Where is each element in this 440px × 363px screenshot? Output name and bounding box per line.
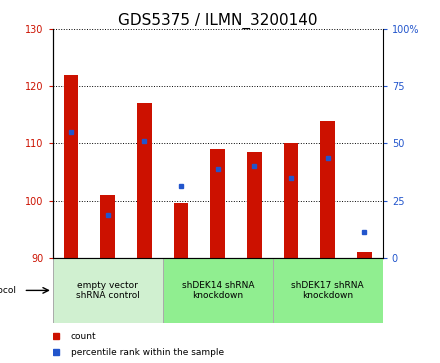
Bar — [320, 121, 335, 258]
Text: count: count — [71, 332, 96, 340]
Bar — [137, 103, 152, 258]
Bar — [174, 203, 188, 258]
Text: empty vector
shRNA control: empty vector shRNA control — [76, 281, 140, 300]
Bar — [284, 143, 298, 258]
Bar — [273, 258, 383, 323]
Bar — [100, 195, 115, 258]
Text: percentile rank within the sample: percentile rank within the sample — [71, 348, 224, 357]
Bar — [210, 149, 225, 258]
Bar — [64, 75, 78, 258]
Title: GDS5375 / ILMN_3200140: GDS5375 / ILMN_3200140 — [118, 13, 318, 29]
Text: shDEK17 shRNA
knockdown: shDEK17 shRNA knockdown — [291, 281, 364, 300]
Bar — [247, 152, 262, 258]
Bar — [53, 258, 163, 323]
Bar — [163, 258, 273, 323]
Text: protocol: protocol — [0, 286, 16, 295]
Text: shDEK14 shRNA
knockdown: shDEK14 shRNA knockdown — [182, 281, 254, 300]
Bar — [357, 252, 372, 258]
